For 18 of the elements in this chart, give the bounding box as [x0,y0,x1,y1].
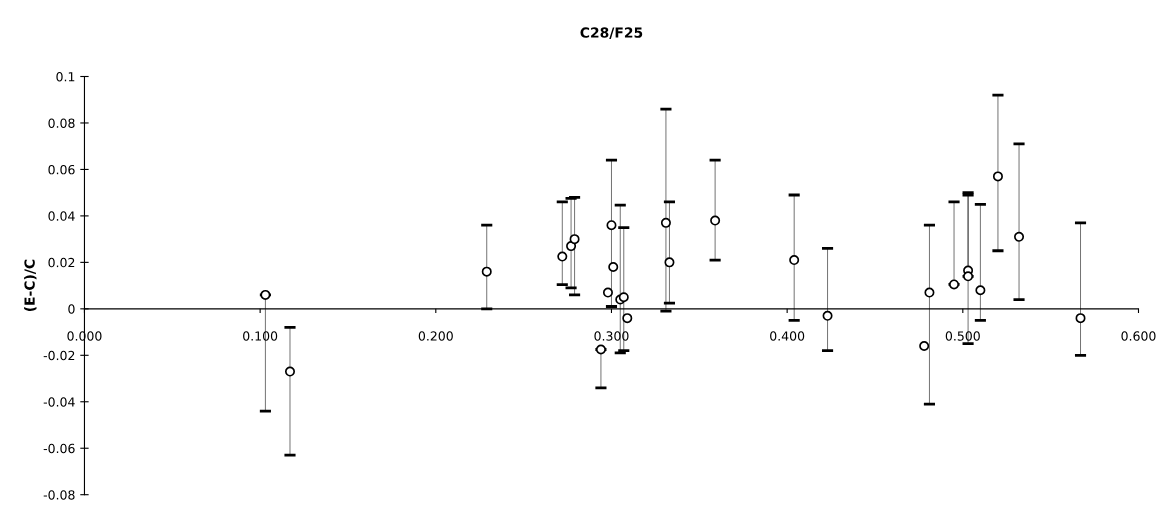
y-tick-label: -0.04 [43,397,75,407]
x-tick-label: 0.500 [945,331,980,341]
y-tick-label: 0.02 [48,257,75,268]
x-tick-label: 0.600 [1121,331,1156,341]
y-tick-label: -0.06 [43,443,75,454]
y-tick-label: 0.04 [48,211,75,221]
x-tick-label: 0.300 [594,331,629,341]
y-tick-label: 0.06 [48,164,75,175]
y-axis-title: (E-C)/C [24,259,37,312]
y-tick-label: 0.08 [48,118,75,128]
y-tick-label: 0 [68,304,75,314]
x-tick-label: 0.400 [770,331,805,341]
chart-title: C28/F25 [580,27,643,39]
y-tick-label: 0.1 [56,71,75,82]
x-tick-label: 0.200 [418,331,453,341]
y-tick-label: -0.02 [43,350,75,361]
y-tick-label: -0.08 [43,490,75,500]
x-tick-label: 0.100 [243,331,278,341]
